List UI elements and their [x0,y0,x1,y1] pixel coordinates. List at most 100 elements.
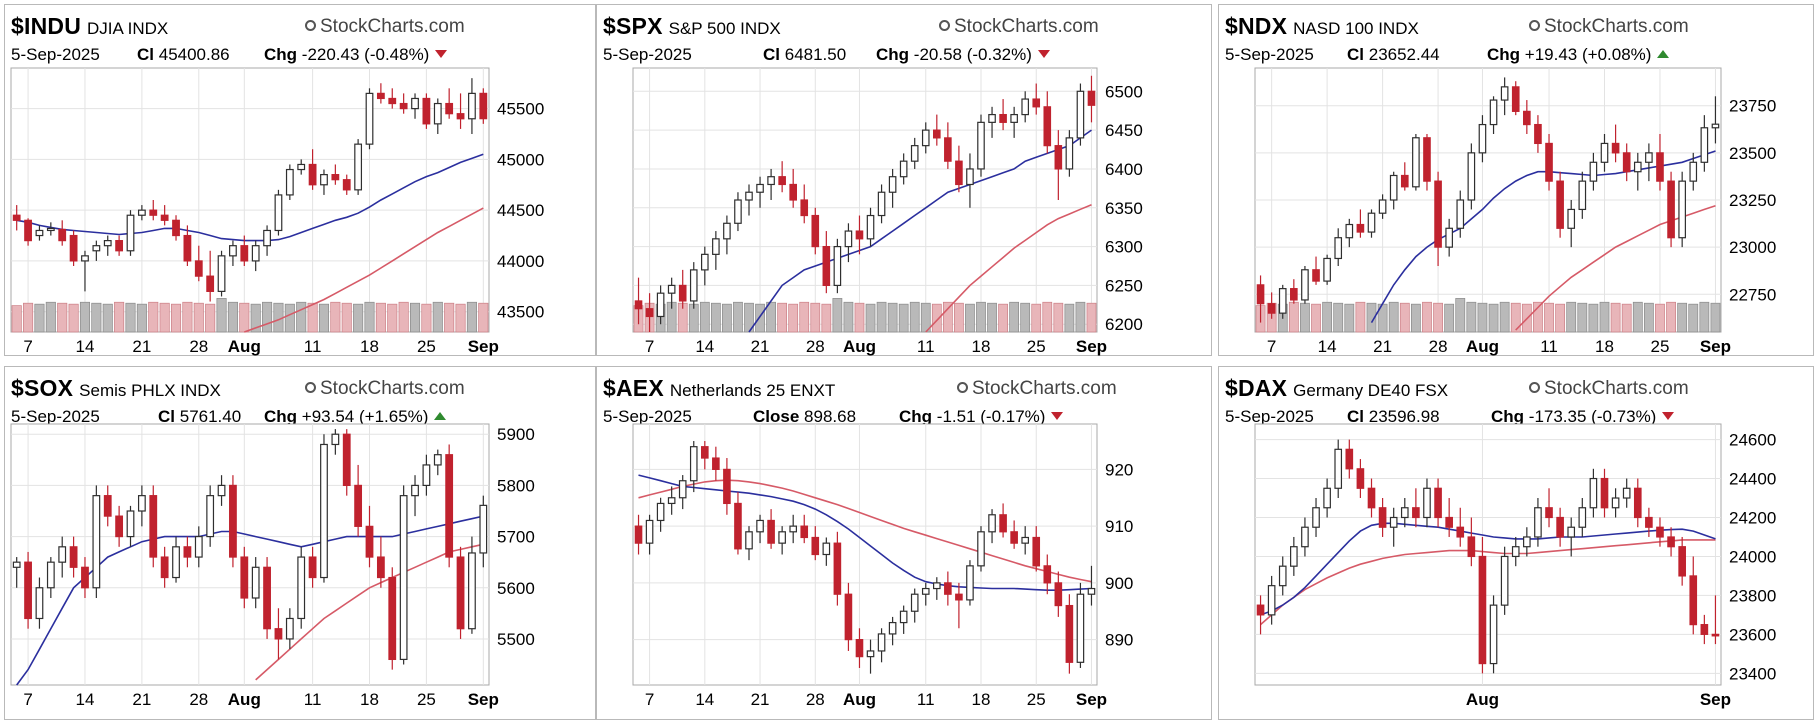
candle-body [58,228,67,242]
volume-bar [364,301,375,333]
candle-body [285,617,294,640]
candle-body [1667,180,1675,239]
candle-body [734,199,742,224]
candle-body [1010,113,1018,123]
up-arrow-icon [1657,50,1670,58]
candle-body [217,255,226,292]
close-value: 6481.50 [784,45,847,64]
candle-body [103,240,112,247]
candle-body [160,556,169,579]
brand-watermark: StockCharts.com [1529,378,1689,400]
candle-body [81,566,89,589]
candle-body [723,222,731,240]
candle-body [855,639,864,658]
moving-average-fast [16,153,484,242]
candle-body [1334,237,1343,260]
x-tick-label: 25 [417,690,436,709]
candle-body [745,191,753,201]
candle-body [263,566,271,630]
brand-name: StockCharts.com [1544,16,1689,37]
x-tick-label: Sep [1700,690,1731,709]
volume-bar [1566,301,1577,333]
candle-body [297,556,306,620]
volume-bar [330,301,341,333]
candle-body [1312,507,1320,528]
candle-body [988,113,996,123]
volume-bar [854,302,865,333]
quote-date: 5-Sep-2025 [11,45,100,64]
volume-bar [821,303,832,333]
quote-date: 5-Sep-2025 [11,407,100,426]
moving-average-fast [638,474,1092,591]
chart-title: $SPX S&P 500 INDX [603,13,781,40]
candle-body [944,582,952,595]
candle-body [1489,99,1498,126]
volume-bar [1333,302,1344,333]
x-tick-label: 11 [304,337,322,356]
volume-bar [1533,301,1543,333]
candle-body [877,191,886,217]
candle-body [1445,516,1453,528]
candle-body [12,561,21,568]
price-plot: 920 910 900 890 7 14 21 28 Aug 11 18 25 Sep [632,423,1133,709]
candle-body [1345,448,1354,470]
candle-body [899,610,908,624]
candle-body [1087,90,1096,106]
x-tick-label: 28 [806,690,825,709]
close-label: Close [753,407,800,426]
candle-body [24,561,32,620]
candle-body [667,284,676,294]
x-tick-label: 21 [132,337,151,356]
candle-body [645,308,654,318]
candle-body [811,536,820,556]
candle-body [103,495,112,517]
volume-bar [710,302,721,333]
volume-bar [1020,302,1031,333]
y-tick-label: 23250 [1729,191,1776,210]
change-value: +93.54 (+1.65%) [301,407,429,426]
change-value: -173.35 (-0.73%) [1528,407,1657,426]
brand-name: StockCharts.com [320,378,465,399]
y-tick-label: 5700 [497,528,535,547]
y-tick-label: 6200 [1105,315,1143,334]
x-tick-label: 25 [1027,690,1046,709]
candle-body [1356,468,1365,489]
volume-bar [387,303,398,333]
brand-watermark: StockCharts.com [305,16,465,38]
candle-body [342,179,351,191]
candle-body [240,245,249,262]
candle-body [206,495,215,538]
chart-panel-dax: $DAX Germany DE40 FSX StockCharts.com 5-Sep… [1218,366,1814,720]
quote-line: 5-Sep-2025 Close 898.68 Chg -1.51 (-0.17%) [603,407,1064,427]
x-tick-label: 11 [304,690,322,709]
y-tick-label: 6300 [1105,238,1143,257]
volume-bar [444,302,455,333]
y-tick-label: 6500 [1105,82,1143,101]
candle-body [789,183,797,201]
volume-bar [239,302,250,333]
volume-bar [409,302,421,333]
up-arrow-icon [434,412,447,420]
candle-body [445,454,454,558]
candle-body [966,168,974,186]
candle-body [1021,536,1029,544]
index-name: NASD 100 INDX [1293,19,1419,38]
candle-body [24,219,32,242]
candle-body [1076,90,1085,139]
down-arrow-icon [1662,412,1675,420]
volume-bar [1455,298,1466,333]
candle-body [320,443,328,579]
y-tick-label: 6450 [1105,121,1143,140]
y-tick-label: 6400 [1105,160,1143,179]
brand-logo-icon [939,20,950,31]
candle-body [866,650,875,658]
candle-body [160,214,169,221]
candle-body [977,531,985,567]
volume-bar [136,303,147,333]
x-tick-label: 11 [1540,337,1558,356]
volume-bar [1610,302,1621,333]
candle-body [1256,284,1265,305]
candle-body [789,525,797,533]
volume-bar [478,302,489,333]
moving-average-fast [748,129,1092,333]
